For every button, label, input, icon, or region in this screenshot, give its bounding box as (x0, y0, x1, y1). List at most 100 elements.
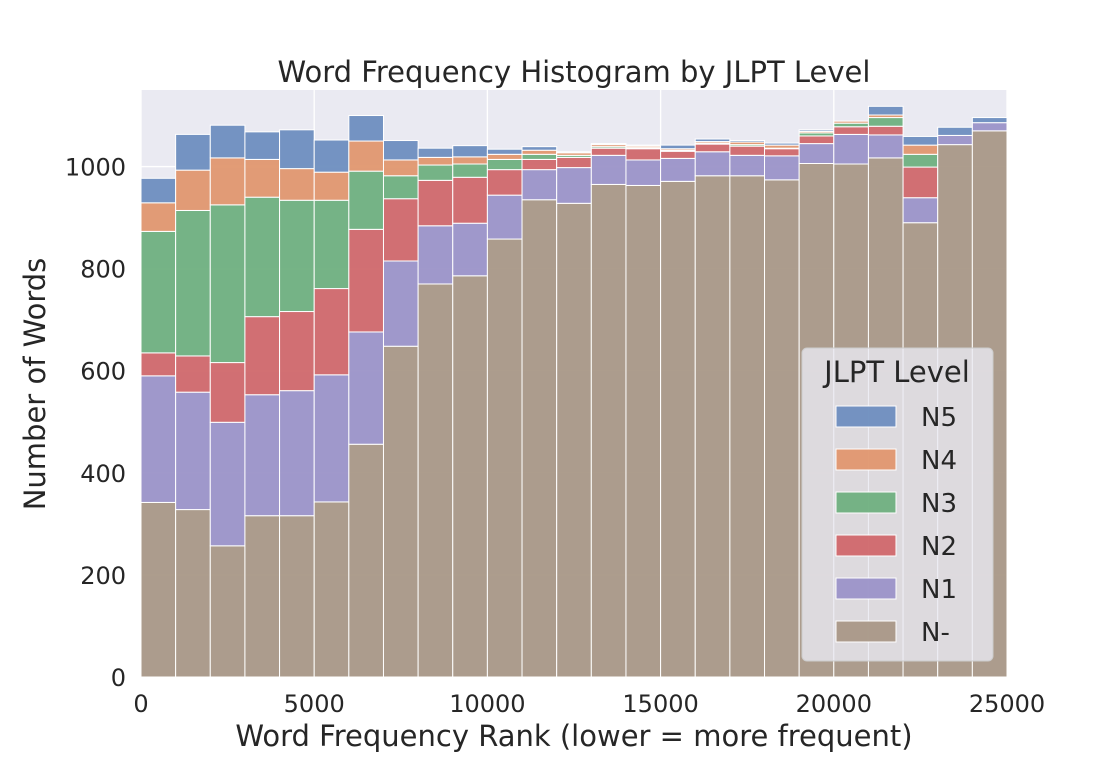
bar-n5-bin-17 (729, 140, 766, 143)
bar-n4-bin-0 (140, 202, 177, 232)
legend-swatch-n3 (835, 491, 897, 514)
bar-n4-bin-3 (244, 158, 281, 198)
bar-n-bin-3 (244, 515, 281, 678)
legend-label: N2 (921, 532, 957, 562)
bar-n5-bin-18 (764, 142, 800, 146)
bar-n5-bin-4 (279, 129, 315, 170)
bar-n1-bin-16 (694, 151, 731, 177)
legend-label: N4 (921, 446, 957, 476)
bar-n3-bin-1 (175, 209, 211, 357)
bar-n4-bin-6 (348, 140, 384, 172)
legend-label: N3 (921, 489, 957, 519)
bar-n1-bin-3 (244, 394, 281, 517)
bar-n1-bin-4 (279, 390, 315, 517)
bar-n2-bin-7 (382, 198, 419, 262)
bar-n3-bin-3 (244, 196, 281, 318)
bar-n3-bin-20 (833, 122, 869, 128)
bar-n2-bin-13 (590, 147, 627, 156)
y-tick-label: 200 (80, 562, 126, 590)
bar-n5-bin-22 (902, 135, 939, 146)
bar-n1-bin-19 (798, 143, 835, 165)
bar-n-bin-1 (175, 509, 211, 678)
bar-n-bin-8 (417, 283, 454, 678)
bar-n1-bin-20 (833, 133, 869, 165)
bar-n5-bin-3 (244, 131, 281, 160)
bar-n3-bin-4 (279, 199, 315, 313)
bar-n2-bin-3 (244, 316, 281, 396)
bar-n3-bin-2 (209, 204, 246, 364)
bar-n2-bin-19 (798, 135, 835, 145)
bar-n2-bin-9 (452, 176, 488, 224)
bar-n-bin-6 (348, 443, 384, 678)
bar-n1-bin-22 (902, 197, 939, 224)
bar-n-bin-9 (452, 275, 488, 678)
chart-title: Word Frequency Histogram by JLPT Level (278, 55, 871, 89)
bar-n-bin-5 (313, 501, 350, 678)
bar-n2-bin-17 (729, 145, 766, 156)
bar-n4-bin-2 (209, 157, 246, 206)
legend-frame (801, 347, 994, 662)
bar-n3-bin-6 (348, 170, 384, 230)
bar-n2-bin-0 (140, 352, 177, 377)
bar-n3-bin-8 (417, 164, 454, 181)
bar-n3-bin-10 (486, 158, 523, 171)
bar-n-bin-12 (556, 202, 592, 678)
bar-n-bin-13 (590, 183, 627, 678)
y-axis-label: Number of Words (18, 258, 52, 511)
bar-n3-bin-22 (902, 153, 939, 168)
bar-n5-bin-23 (937, 126, 973, 136)
bar-n2-bin-11 (521, 158, 558, 171)
bar-n1-bin-11 (521, 169, 558, 201)
bar-n3-bin-7 (382, 175, 419, 200)
legend-swatch-n1 (835, 577, 897, 600)
x-tick-label: 15000 (622, 690, 698, 718)
y-tick-label: 600 (80, 358, 126, 386)
bar-n1-bin-7 (382, 260, 419, 347)
bar-n5-bin-7 (382, 140, 419, 161)
bar-n5-bin-14 (625, 144, 662, 147)
bar-n-bin-2 (209, 545, 246, 678)
legend-label: N5 (921, 403, 957, 433)
bar-n1-bin-21 (867, 134, 904, 159)
bar-n-bin-7 (382, 345, 419, 678)
x-axis-ticks: 0 5000 10000 15000 20000 25000 (133, 690, 1045, 718)
bar-n1-bin-15 (660, 157, 696, 182)
legend-swatch-n2 (835, 534, 897, 557)
bar-n-bin-17 (729, 175, 766, 678)
bar-n-bin-15 (660, 180, 696, 678)
bar-n1-bin-14 (625, 159, 662, 186)
bar-n5-bin-2 (209, 124, 246, 159)
bar-n3-bin-9 (452, 163, 488, 178)
bar-n1-bin-2 (209, 421, 246, 547)
bar-n4-bin-20 (833, 120, 869, 124)
bar-n5-bin-11 (521, 146, 558, 151)
bar-n2-bin-16 (694, 143, 731, 153)
legend-title: JLPT Level (822, 355, 970, 389)
bar-n5-bin-1 (175, 133, 211, 171)
bar-n2-bin-6 (348, 228, 384, 333)
y-tick-label: 400 (80, 460, 126, 488)
legend-swatch-n5 (835, 405, 897, 428)
bar-n3-bin-5 (313, 199, 350, 290)
bar-n-bin-16 (694, 175, 731, 678)
bar-n2-bin-2 (209, 362, 246, 423)
bar-n-bin-14 (625, 184, 662, 678)
bar-n4-bin-22 (902, 144, 939, 155)
legend-swatch-n (835, 620, 897, 643)
bar-n2-bin-5 (313, 288, 350, 376)
bar-n2-bin-15 (660, 150, 696, 159)
bar-n1-bin-0 (140, 375, 177, 503)
bar-n1-bin-24 (971, 122, 1008, 132)
x-axis-label: Word Frequency Rank (lower = more freque… (235, 719, 912, 753)
y-tick-label: 0 (111, 664, 126, 692)
bar-n4-bin-1 (175, 169, 211, 211)
bar-n1-bin-10 (486, 194, 523, 240)
bar-n5-bin-13 (590, 143, 627, 146)
bar-n2-bin-12 (556, 156, 592, 169)
bar-n5-bin-0 (140, 177, 177, 204)
bar-n5-bin-12 (556, 151, 592, 154)
bar-n5-bin-16 (694, 138, 731, 143)
bar-n1-bin-18 (764, 155, 800, 181)
bar-n5-bin-6 (348, 115, 384, 142)
